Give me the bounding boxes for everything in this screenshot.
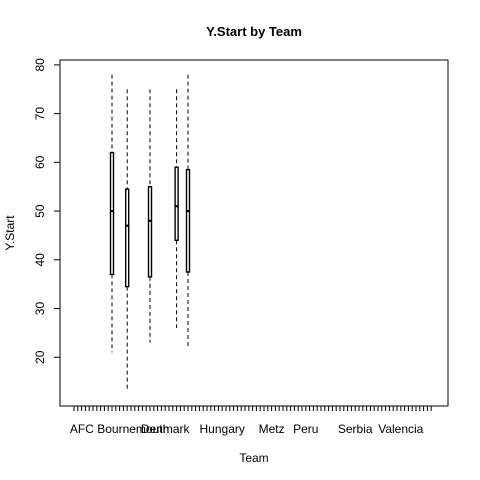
box-iqr [147,186,153,278]
x-axis-label: Team [239,451,268,465]
x-tick-label: AFC Bournemouth [70,422,169,436]
box-iqr [109,151,115,276]
x-tick-label: Hungary [200,422,245,436]
x-tick-label: Peru [293,422,318,436]
y-tick-label: 20 [33,350,47,364]
y-tick-label: 40 [33,253,47,267]
y-tick-label: 80 [33,58,47,72]
y-tick-label: 30 [33,302,47,316]
box-iqr [185,168,191,273]
y-tick-label: 60 [33,155,47,169]
box-iqr [174,166,179,242]
x-tick-label: Denmark [141,422,191,436]
x-tick-label: Serbia [338,422,373,436]
y-tick-label: 50 [33,204,47,218]
box-plot-item [147,89,153,343]
x-tick-label: Metz [259,422,285,436]
y-axis: 20 30 40 50 60 70 80 [33,58,60,364]
x-tick-label: Valencia [378,422,423,436]
box-plot-item [124,89,130,392]
box-iqr [124,188,130,288]
box-series [109,74,191,392]
plot-area-frame [59,59,449,407]
box-plot-item [185,74,191,348]
box-plot-item [174,89,179,329]
y-tick-label: 70 [33,107,47,121]
chart-title: Y.Start by Team [206,24,302,39]
y-axis-label: Y.Start [3,215,17,251]
box-plot-item [109,74,115,353]
